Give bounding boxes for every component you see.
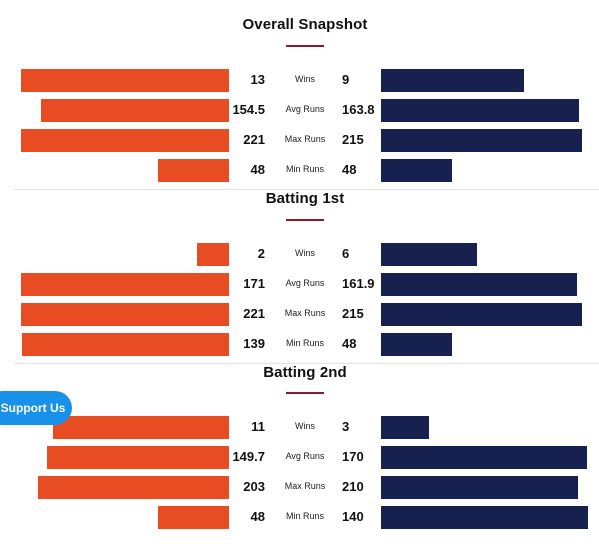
left-value: 48 [250, 162, 265, 177]
left-bar [158, 159, 229, 182]
title-underline [286, 219, 324, 221]
stat-row: 139 Min Runs 48 [0, 329, 599, 359]
right-bar [381, 159, 452, 182]
section-divider [14, 189, 599, 190]
right-bar [381, 273, 577, 296]
section-title: Overall Snapshot [242, 16, 368, 33]
stat-label: Min Runs [285, 511, 324, 521]
left-value: 13 [250, 72, 265, 87]
left-value: 203 [243, 479, 265, 494]
left-value: 11 [251, 419, 265, 434]
title-underline [286, 392, 324, 394]
stat-row: 48 Min Runs 140 [0, 502, 599, 532]
section-title: Batting 1st [265, 190, 345, 207]
stat-row: 13 Wins 9 [0, 65, 599, 95]
left-value: 221 [243, 306, 265, 321]
right-value: 170 [342, 449, 364, 464]
title-underline [286, 45, 324, 47]
stat-label: Avg Runs [285, 451, 325, 461]
left-value: 171 [243, 276, 265, 291]
right-bar [381, 129, 582, 152]
left-bar [53, 416, 229, 439]
stat-label: Min Runs [285, 164, 324, 174]
stat-row: 2 Wins 6 [0, 239, 599, 269]
left-bar [158, 506, 229, 529]
right-bar [381, 303, 582, 326]
right-bar [381, 99, 579, 122]
stat-row: 221 Max Runs 215 [0, 125, 599, 155]
section-divider [14, 363, 599, 364]
right-value: 210 [342, 479, 364, 494]
stat-row: 11 Wins 3 [0, 412, 599, 442]
right-bar [381, 476, 578, 499]
stat-label: Max Runs [284, 308, 326, 318]
left-bar [197, 243, 229, 266]
right-value: 161.9 [342, 276, 375, 291]
stat-label: Max Runs [284, 481, 326, 491]
left-value: 2 [257, 246, 265, 261]
left-value: 154.5 [232, 102, 265, 117]
right-value: 140 [342, 509, 364, 524]
stat-row: 149.7 Avg Runs 170 [0, 442, 599, 472]
right-bar [381, 446, 587, 469]
right-value: 215 [342, 306, 364, 321]
stat-row: 48 Min Runs 48 [0, 155, 599, 185]
stat-label: Avg Runs [285, 104, 325, 114]
right-value: 48 [342, 162, 357, 177]
left-bar [21, 129, 229, 152]
right-bar [381, 416, 429, 439]
right-value: 215 [342, 132, 364, 147]
left-bar [41, 99, 229, 122]
right-bar [381, 506, 588, 529]
stat-label: Max Runs [284, 134, 326, 144]
stat-label: Min Runs [285, 338, 324, 348]
left-bar [47, 446, 229, 469]
support-us-button[interactable]: Support Us [0, 391, 72, 425]
stat-row: 221 Max Runs 215 [0, 299, 599, 329]
left-value: 139 [243, 336, 265, 351]
stat-label: Wins [295, 74, 315, 84]
stat-label: Wins [295, 421, 315, 431]
left-bar [38, 476, 229, 499]
stat-row: 203 Max Runs 210 [0, 472, 599, 502]
left-bar [21, 273, 229, 296]
right-value: 6 [342, 246, 350, 261]
right-bar [381, 243, 477, 266]
right-value: 48 [342, 336, 357, 351]
stat-label: Avg Runs [285, 278, 325, 288]
right-value: 9 [342, 72, 350, 87]
section-title: Batting 2nd [263, 364, 347, 381]
left-bar [21, 303, 229, 326]
stat-label: Wins [295, 248, 315, 258]
left-bar [22, 333, 229, 356]
right-bar [381, 333, 452, 356]
left-value: 48 [250, 509, 265, 524]
left-value: 149.7 [232, 449, 265, 464]
stat-row: 154.5 Avg Runs 163.8 [0, 95, 599, 125]
stat-row: 171 Avg Runs 161.9 [0, 269, 599, 299]
right-value: 3 [342, 419, 350, 434]
right-bar [381, 69, 524, 92]
left-value: 221 [243, 132, 265, 147]
left-bar [21, 69, 229, 92]
right-value: 163.8 [342, 102, 375, 117]
